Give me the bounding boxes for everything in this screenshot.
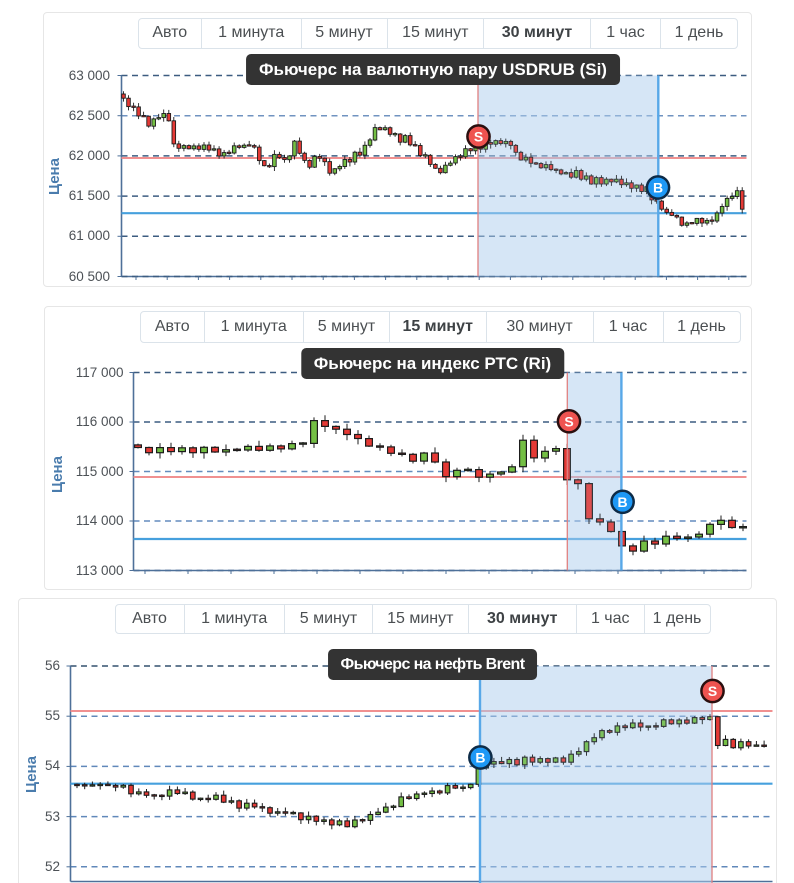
svg-text:B: B xyxy=(475,750,485,766)
svg-text:B: B xyxy=(618,494,628,510)
svg-text:S: S xyxy=(564,413,573,429)
svg-text:S: S xyxy=(474,129,483,145)
svg-text:S: S xyxy=(708,683,717,699)
svg-text:B: B xyxy=(653,180,663,196)
